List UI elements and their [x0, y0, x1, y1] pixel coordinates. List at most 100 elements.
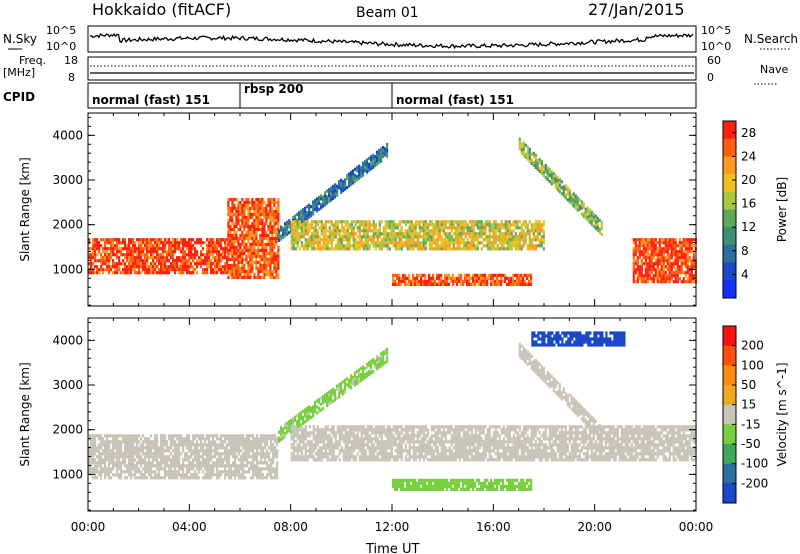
- heatmap-cell: [166, 446, 169, 450]
- heatmap-cell: [510, 247, 513, 251]
- heatmap-cell: [530, 279, 533, 283]
- heatmap-cell: [306, 238, 309, 242]
- heatmap-cell: [168, 464, 171, 468]
- heatmap-cell: [674, 274, 677, 278]
- heatmap-cell: [416, 241, 419, 245]
- heatmap-cell: [480, 235, 483, 239]
- heatmap-cell: [452, 241, 455, 245]
- heatmap-cell: [420, 276, 423, 280]
- heatmap-cell: [446, 282, 449, 286]
- heatmap-cell: [412, 232, 415, 236]
- heatmap-cell: [160, 247, 163, 251]
- heatmap-cell: [227, 233, 230, 238]
- y-tick-label: 3000: [52, 173, 83, 187]
- heatmap-cell: [156, 241, 159, 245]
- heatmap-cell: [344, 181, 347, 185]
- heatmap-cell: [214, 256, 217, 260]
- heatmap-cell: [136, 238, 139, 242]
- heatmap-cell: [176, 452, 179, 456]
- heatmap-cell: [188, 259, 191, 263]
- heatmap-cell: [368, 238, 371, 242]
- heatmap-cell: [298, 458, 301, 462]
- heatmap-cell: [632, 253, 635, 257]
- heatmap-cell: [176, 458, 179, 462]
- heatmap-cell: [249, 245, 252, 250]
- heatmap-cell: [210, 262, 213, 266]
- heatmap-cell: [208, 244, 211, 248]
- heatmap-cell: [342, 226, 345, 230]
- heatmap-cell: [168, 247, 171, 251]
- heatmap-cell: [662, 250, 665, 254]
- heatmap-cell: [594, 226, 597, 230]
- heatmap-cell: [239, 203, 242, 208]
- heatmap-cell: [92, 238, 95, 242]
- heatmap-cell: [148, 461, 151, 465]
- heatmap-cell: [314, 409, 317, 414]
- heatmap-cell: [216, 256, 219, 260]
- heatmap-cell: [275, 206, 278, 211]
- heatmap-cell: [386, 244, 389, 248]
- heatmap-cell: [250, 440, 253, 444]
- heatmap-cell: [256, 473, 259, 477]
- heatmap-cell: [198, 455, 201, 459]
- heatmap-cell: [132, 238, 135, 242]
- heatmap-cell: [292, 241, 295, 245]
- heatmap-cell: [236, 467, 239, 471]
- heatmap-cell: [170, 256, 173, 260]
- heatmap-cell: [174, 268, 177, 272]
- heatmap-cell: [326, 241, 329, 245]
- heatmap-cell: [162, 461, 165, 465]
- heatmap-cell: [134, 449, 137, 453]
- heatmap-cell: [172, 464, 175, 468]
- heatmap-cell: [664, 259, 667, 263]
- heatmap-cell: [192, 247, 195, 251]
- heatmap-cell: [116, 253, 119, 257]
- heatmap-cell: [249, 215, 252, 220]
- heatmap-cell: [257, 215, 260, 220]
- heatmap-cell: [204, 443, 207, 447]
- heatmap-cell: [302, 415, 305, 419]
- heatmap-cell: [126, 271, 129, 275]
- heatmap-cell: [241, 254, 244, 259]
- heatmap-cell: [356, 178, 359, 182]
- heatmap-cell: [144, 253, 147, 257]
- heatmap-cell: [434, 220, 437, 224]
- heatmap-cell: [638, 253, 641, 257]
- heatmap-cell: [140, 449, 143, 453]
- heatmap-cell: [290, 229, 293, 233]
- heatmap-cell: [514, 223, 517, 227]
- heatmap-cell: [241, 218, 244, 223]
- heatmap-cell: [584, 216, 587, 220]
- heatmap-cell: [212, 238, 215, 242]
- heatmap-cell: [188, 461, 191, 465]
- heatmap-cell: [146, 265, 149, 269]
- heatmap-cell: [216, 268, 219, 272]
- heatmap-cell: [122, 434, 125, 438]
- heatmap-cell: [376, 162, 379, 166]
- heatmap-cell: [106, 256, 109, 260]
- heatmap-cell: [182, 446, 185, 450]
- heatmap-cell: [662, 265, 665, 269]
- heatmap-cell: [214, 262, 217, 266]
- heatmap-cell: [282, 427, 285, 431]
- heatmap-cell: [124, 464, 127, 468]
- heatmap-cell: [576, 205, 579, 209]
- heatmap-cell: [526, 247, 529, 251]
- heatmap-cell: [233, 269, 236, 274]
- heatmap-cell: [658, 241, 661, 245]
- heatmap-cell: [210, 250, 213, 254]
- heatmap-cell: [100, 461, 103, 465]
- heatmap-cell: [259, 248, 262, 253]
- heatmap-cell: [306, 247, 309, 251]
- heatmap-cell: [382, 359, 385, 363]
- heatmap-cell: [277, 260, 280, 265]
- heatmap-cell: [534, 220, 537, 224]
- heatmap-cell: [268, 464, 271, 468]
- heatmap-cell: [558, 190, 561, 194]
- heatmap-cell: [252, 440, 255, 444]
- heatmap-cell: [290, 232, 293, 236]
- heatmap-cell: [330, 198, 333, 202]
- heatmap-cell: [382, 241, 385, 245]
- heatmap-cell: [308, 417, 311, 421]
- heatmap-cell: [372, 235, 375, 239]
